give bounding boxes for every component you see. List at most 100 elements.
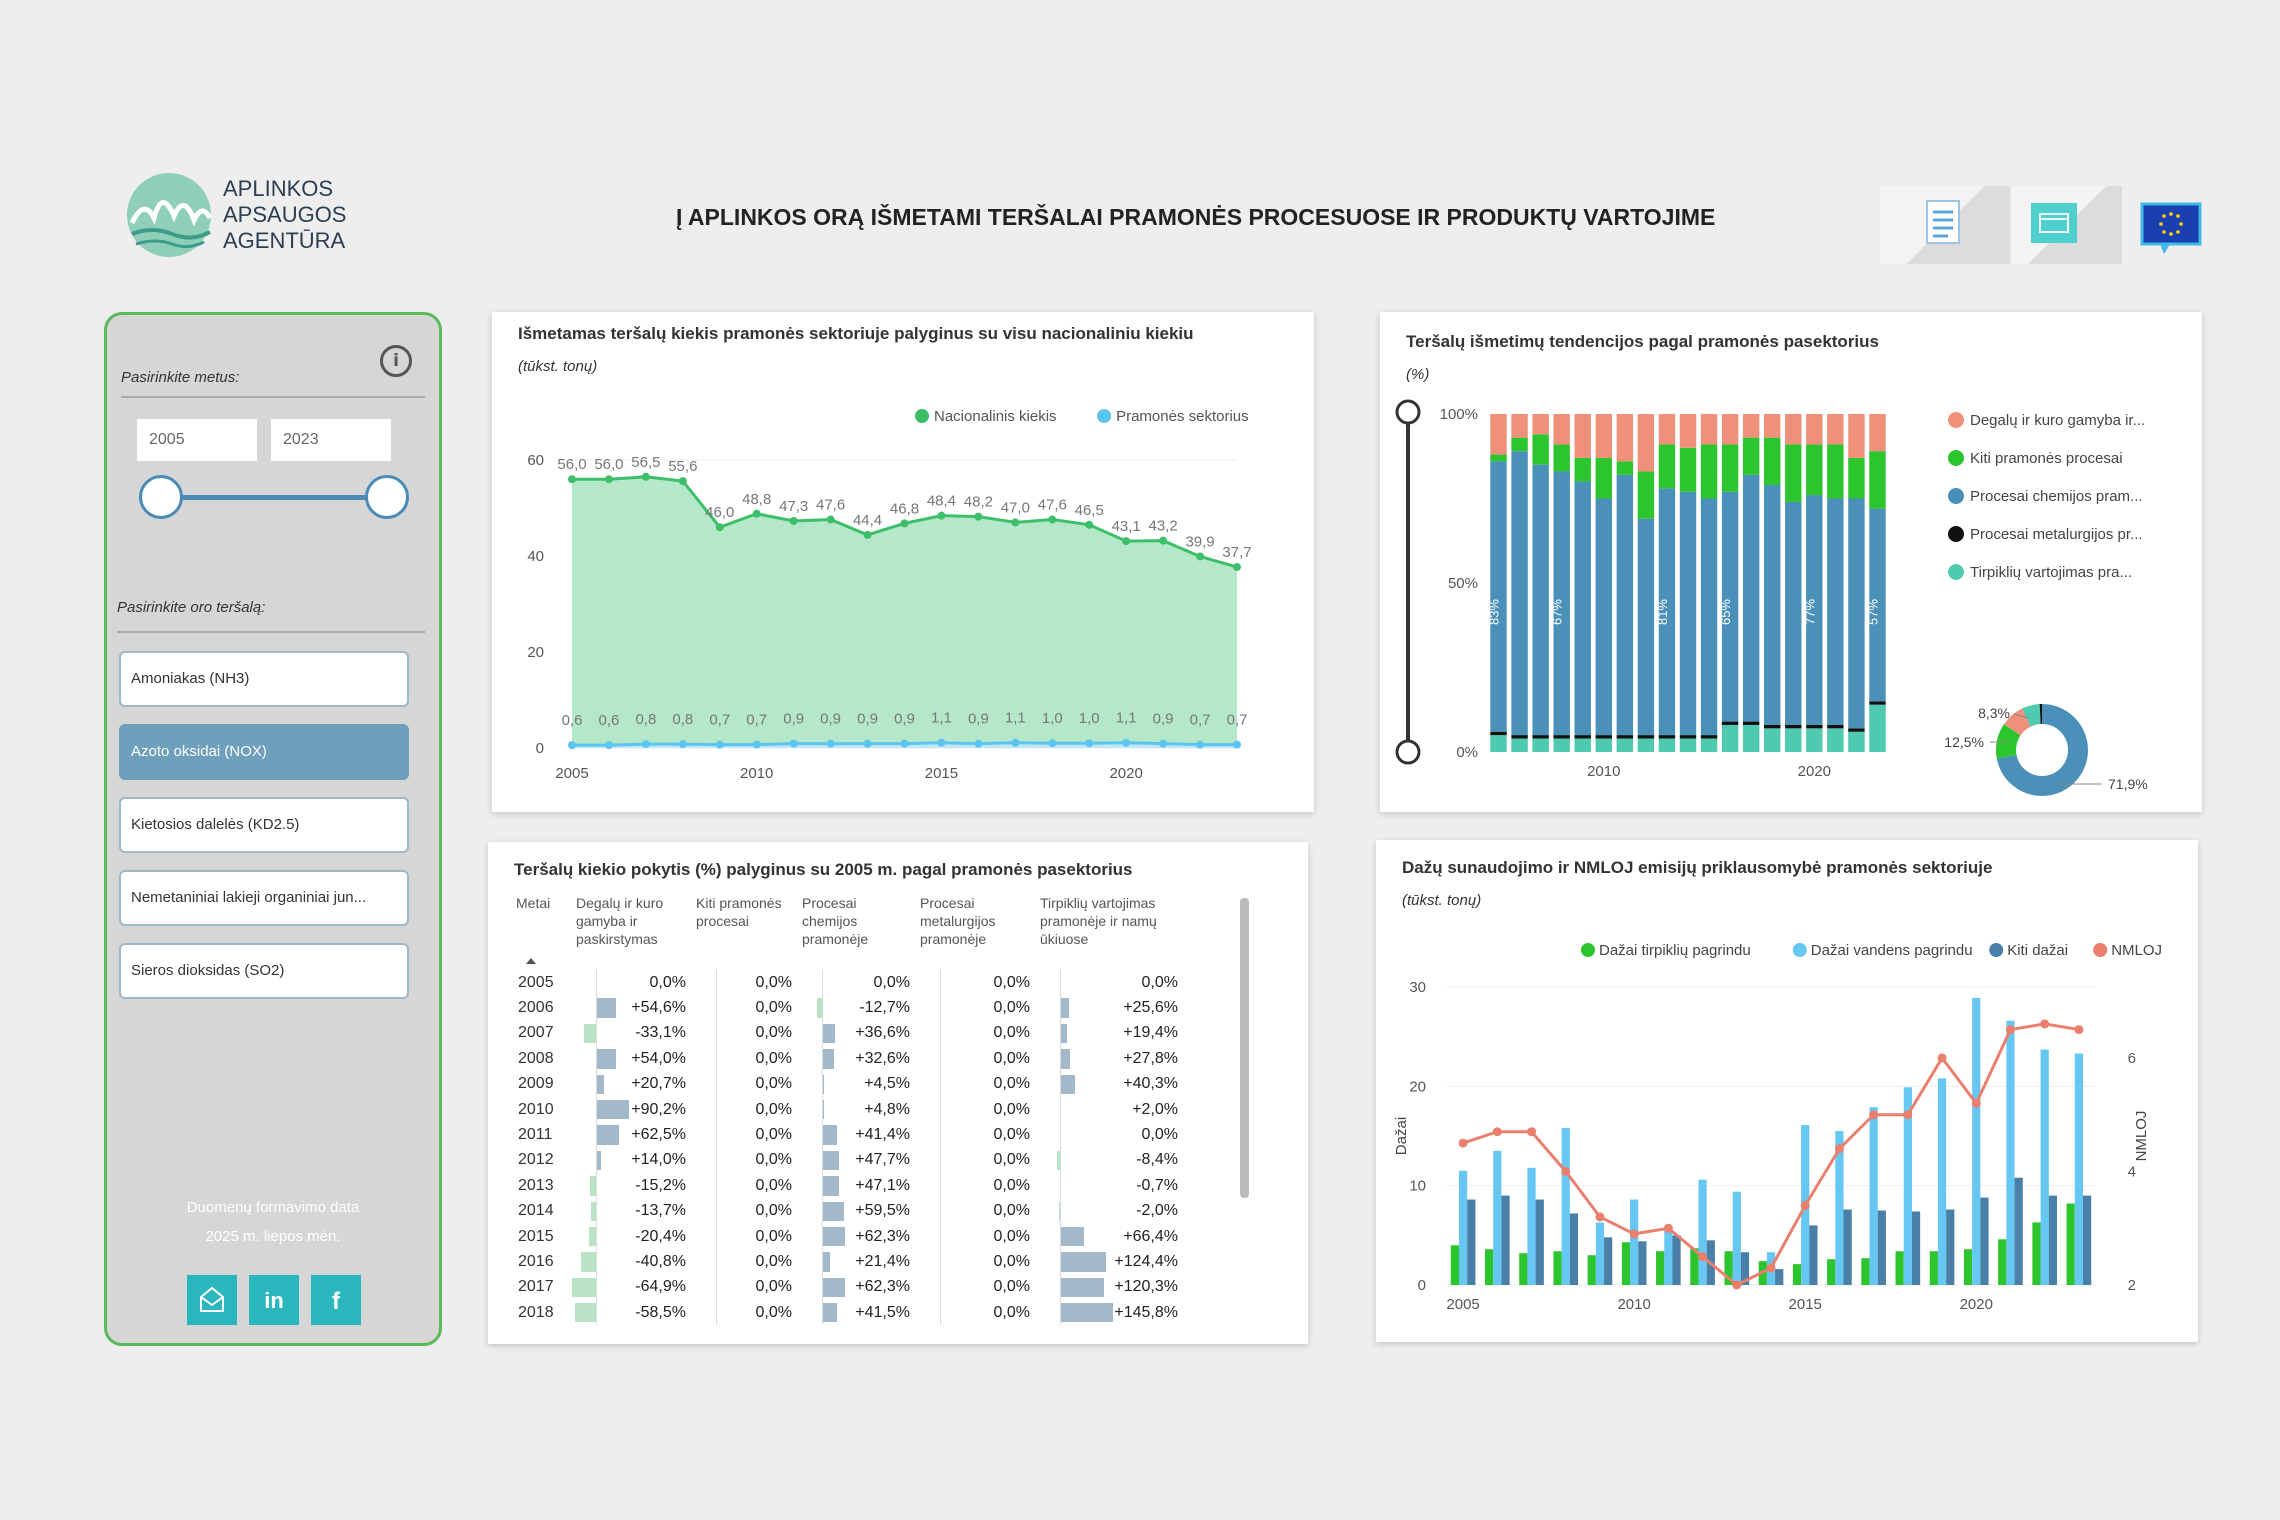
bar-axis [822,1300,823,1326]
pollutant-option-nmloj[interactable]: Nemetaniniai lakieji organiniai jun... [119,870,409,926]
table-row[interactable]: 2018 -58,5% 0,0% +41,5% 0,0% +145,8% [512,1300,1184,1326]
cell-text: 0,0% [755,973,792,991]
bar-label: 57% [1865,599,1880,625]
bar [1501,1195,1510,1285]
nmloj-point [1732,1280,1742,1290]
legend-label: Dažai vandens pagrindu [1811,942,1973,959]
pollutant-option-kd25[interactable]: Kietosios dalelės (KD2.5) [119,797,409,853]
change-bar [1060,1277,1105,1298]
data-label: 0,7 [1190,712,1211,729]
column-header[interactable]: Procesai metalurgijos pramonėje [920,895,996,947]
data-point [974,739,983,748]
table-row[interactable]: 2007 -33,1% 0,0% +36,6% 0,0% +19,4% [512,1020,1184,1047]
table-row[interactable]: 2006 +54,6% 0,0% -12,7% 0,0% +25,6% [512,995,1184,1021]
bar-segment [1721,414,1739,445]
data-point [937,738,946,747]
bar-axis [1060,1173,1061,1199]
logo-line: APSAUGOS [223,202,347,227]
data-label: 43,1 [1112,518,1141,535]
bar-label: 67% [1550,599,1565,625]
data-point [752,740,761,749]
sort-indicator-icon[interactable] [526,958,536,964]
column-header[interactable]: Degalų ir kuro gamyba ir paskirstymas [576,895,664,947]
table-scrollbar[interactable] [1240,898,1249,1198]
range-slider-top-handle [1395,399,1421,425]
bar-axis [822,1223,823,1250]
change-cell: 0,0% [692,1046,798,1072]
data-point [604,475,613,484]
table-row[interactable]: 2014 -13,7% 0,0% +59,5% 0,0% -2,0% [512,1198,1184,1224]
data-label: 44,4 [853,512,882,529]
year-slider-track[interactable] [159,495,387,500]
y2-tick-label: 4 [2128,1163,2136,1180]
cell-text: +62,5% [631,1126,686,1144]
pollutant-option-nox[interactable]: Azoto oksidai (NOX) [119,724,409,780]
column-header[interactable]: Procesai chemijos pramonėje [802,895,869,947]
table-row[interactable]: 2017 -64,9% 0,0% +62,3% 0,0% +120,3% [512,1274,1184,1301]
change-cell: +20,7% [572,1071,692,1097]
bar-axis [1060,1071,1061,1097]
data-label: 0,9 [783,711,804,728]
document-button[interactable] [1880,186,2010,264]
chart-subtitle: (%) [1406,366,1430,383]
cell-text: -15,2% [635,1176,686,1194]
eu-flag-button[interactable] [2140,200,2204,260]
cell-text: 0,0% [755,1227,792,1245]
table-row[interactable]: 2015 -20,4% 0,0% +62,3% 0,0% +66,4% [512,1223,1184,1250]
bar-axis [596,1122,597,1148]
column-header[interactable]: Tirpiklių vartojimas pramonėje ir namų ū… [1040,895,1157,947]
change-cell: 0,0% [572,970,692,996]
pollutant-label: Pasirinkite oro teršalą: [117,599,266,616]
pollutant-option-nh3[interactable]: Amoniakas (NH3) [119,651,409,707]
cell-text: +62,3% [855,1227,910,1245]
table-row[interactable]: 2012 +14,0% 0,0% +47,7% 0,0% -8,4% [512,1147,1184,1174]
series-area [572,476,1237,748]
data-point [641,740,650,749]
cell-text: +59,5% [855,1202,910,1220]
bar-axis [1060,1300,1061,1326]
table-row[interactable]: 2016 -40,8% 0,0% +21,4% 0,0% +124,4% [512,1249,1184,1275]
column-header[interactable]: Kiti pramonės procesai [696,895,782,929]
email-share-button[interactable] [187,1275,237,1325]
year-to-input[interactable]: 2023 [271,419,391,461]
data-label: 1,1 [1116,710,1137,727]
year-slider-handle-to[interactable] [365,475,409,519]
cell-text: 2007 [518,1024,554,1042]
table-row[interactable]: 2011 +62,5% 0,0% +41,4% 0,0% 0,0% [512,1122,1184,1148]
year-from-input[interactable]: 2005 [137,419,257,461]
bar-segment [1616,738,1634,752]
year-cell: 2018 [512,1300,572,1325]
bar-axis [940,1274,941,1301]
bar [1656,1251,1665,1285]
year-cell: 2013 [512,1173,572,1198]
table-row[interactable]: 2010 +90,2% 0,0% +4,8% 0,0% +2,0% [512,1096,1184,1123]
linkedin-share-button[interactable]: in [249,1275,299,1325]
bar-segment [1616,461,1634,475]
area-chart: 0 20 40 60 2005 2010 2015 2020 Nacionalinis kiek… [527,408,1251,782]
bar [1672,1235,1681,1285]
info-icon[interactable]: i [380,345,412,377]
folder-button[interactable] [2012,186,2122,264]
table-row[interactable]: 2005 0,0% 0,0% 0,0% 0,0% 0,0% [512,970,1184,996]
change-cell: +32,6% [798,1046,916,1072]
column-header[interactable]: Metai [516,895,551,911]
year-slider-handle-from[interactable] [139,475,183,519]
y-tick-label: 100% [1440,406,1478,423]
pollutant-option-so2[interactable]: Sieros dioksidas (SO2) [119,943,409,999]
cell-text: 2010 [518,1100,554,1118]
facebook-share-button[interactable]: f [311,1275,361,1325]
table-row[interactable]: 2008 +54,0% 0,0% +32,6% 0,0% +27,8% [512,1046,1184,1072]
legend-marker [1097,409,1112,423]
change-bar [822,1049,834,1069]
cell-text: -12,7% [859,999,910,1017]
bar-segment [1511,437,1528,452]
bar-segment [1827,498,1844,725]
bar-segment [1742,721,1760,725]
change-table: Metai Degalų ir kuro gamyba ir paskirsty… [512,894,1184,1326]
table-row[interactable]: 2013 -15,2% 0,0% +47,1% 0,0% -0,7% [512,1173,1184,1199]
table-row[interactable]: 2009 +20,7% 0,0% +4,5% 0,0% +40,3% [512,1071,1184,1097]
change-cell: +4,5% [798,1071,916,1097]
chart-title: Dažų sunaudojimo ir NMLOJ emisijų prikla… [1402,858,1993,877]
change-bar [822,1201,844,1221]
change-cell: -13,7% [572,1198,692,1224]
